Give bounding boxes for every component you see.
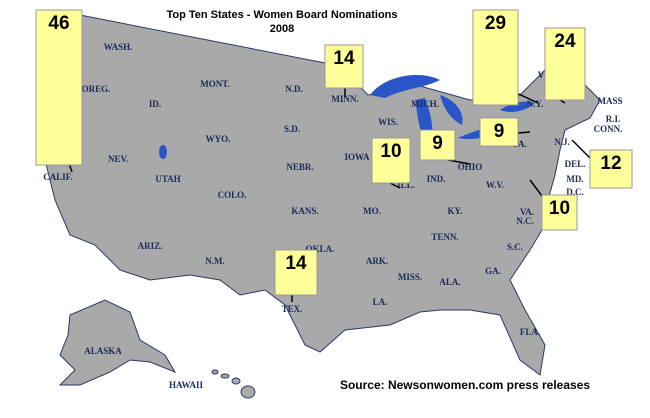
state-label: ARK.: [366, 256, 388, 266]
state-label: ARIZ.: [138, 241, 163, 251]
leader-line: [447, 159, 471, 165]
state-label: FLA.: [520, 327, 540, 337]
state-label: D.C.: [566, 187, 584, 197]
callout-value: 12: [600, 153, 621, 174]
callout-value: 9: [432, 133, 443, 154]
state-label: MO.: [363, 206, 381, 216]
state-label: NEV.: [108, 154, 128, 164]
state-label: MINN.: [331, 94, 358, 104]
state-label: PA.: [513, 139, 527, 149]
state-label: ALA.: [439, 277, 460, 287]
state-label: KY.: [448, 206, 463, 216]
callout-box: [541, 194, 578, 231]
state-label: DEL.: [565, 159, 586, 169]
callout-value: 14: [285, 253, 307, 274]
source-note: Source: Newsonwomen.com press releases: [340, 378, 590, 392]
callout-box: [544, 27, 586, 101]
state-label: MD.: [566, 174, 583, 184]
state-label: S.C.: [507, 242, 523, 252]
callout-value: 14: [333, 48, 355, 69]
callout-box: [274, 249, 318, 296]
state-label: WASH.: [104, 42, 133, 52]
state-label: WIS.: [378, 117, 398, 127]
state-label: NEBR.: [286, 162, 313, 172]
callout-value: 24: [554, 31, 576, 52]
callout-box: [419, 129, 456, 161]
callout-value: 10: [549, 198, 570, 219]
state-label: TEX.: [282, 304, 303, 314]
callout-box: [472, 9, 519, 106]
alaska: [58, 299, 177, 386]
state-label: N.M.: [205, 256, 225, 266]
leader-line: [389, 182, 401, 189]
state-label: MISS.: [398, 272, 422, 282]
state-label: KANS.: [291, 206, 318, 216]
state-label: VT: [538, 70, 551, 80]
state-label: R.I.: [606, 114, 621, 124]
callout-box: [589, 149, 633, 189]
callout-box: [35, 9, 83, 166]
map-subtitle: 2008: [270, 23, 294, 35]
state-label: N.Y.: [527, 99, 544, 109]
leader-line: [571, 139, 591, 159]
state-label: MASS: [597, 96, 622, 106]
callout-value: 29: [485, 13, 506, 34]
state-label: UTAH: [155, 174, 180, 184]
state-label: S.D.: [284, 124, 300, 134]
state-label: ALASKA: [84, 346, 122, 356]
state-label: CONN.: [594, 124, 623, 134]
callout-value: 9: [494, 121, 505, 142]
state-label: COLO.: [218, 190, 247, 200]
state-label: ILL.: [397, 180, 415, 190]
state-label: LA.: [373, 297, 388, 307]
state-label: MONT.: [200, 79, 230, 89]
state-label: WYO.: [206, 134, 231, 144]
state-label: IND.: [427, 174, 446, 184]
callout-box: [371, 137, 411, 184]
state-label: MICH.: [411, 99, 439, 109]
state-label: N.C.: [516, 216, 534, 226]
callout-box: [479, 117, 519, 147]
state-label: CALIF.: [43, 172, 72, 182]
state-label: GA.: [485, 266, 501, 276]
state-label: VA.: [520, 207, 534, 217]
map-title: Top Ten States - Women Board Nominations: [166, 9, 397, 21]
state-label: TENN.: [431, 232, 458, 242]
leader-line: [517, 131, 531, 134]
hawaii: [211, 369, 256, 399]
state-label: ID.: [149, 99, 161, 109]
state-label: IOWA: [344, 152, 370, 162]
callout-box: [324, 44, 364, 89]
state-label: OKLA.: [306, 244, 335, 254]
callout-value: 10: [380, 141, 401, 162]
state-label: N.D.: [285, 84, 303, 94]
state-label: N.J.: [554, 137, 570, 147]
state-label: OHIO: [458, 162, 483, 172]
callout-value: 46: [48, 13, 69, 34]
state-label: HAWAII: [169, 380, 204, 390]
state-label: OREG.: [82, 84, 111, 94]
state-label: W.V.: [486, 180, 504, 190]
